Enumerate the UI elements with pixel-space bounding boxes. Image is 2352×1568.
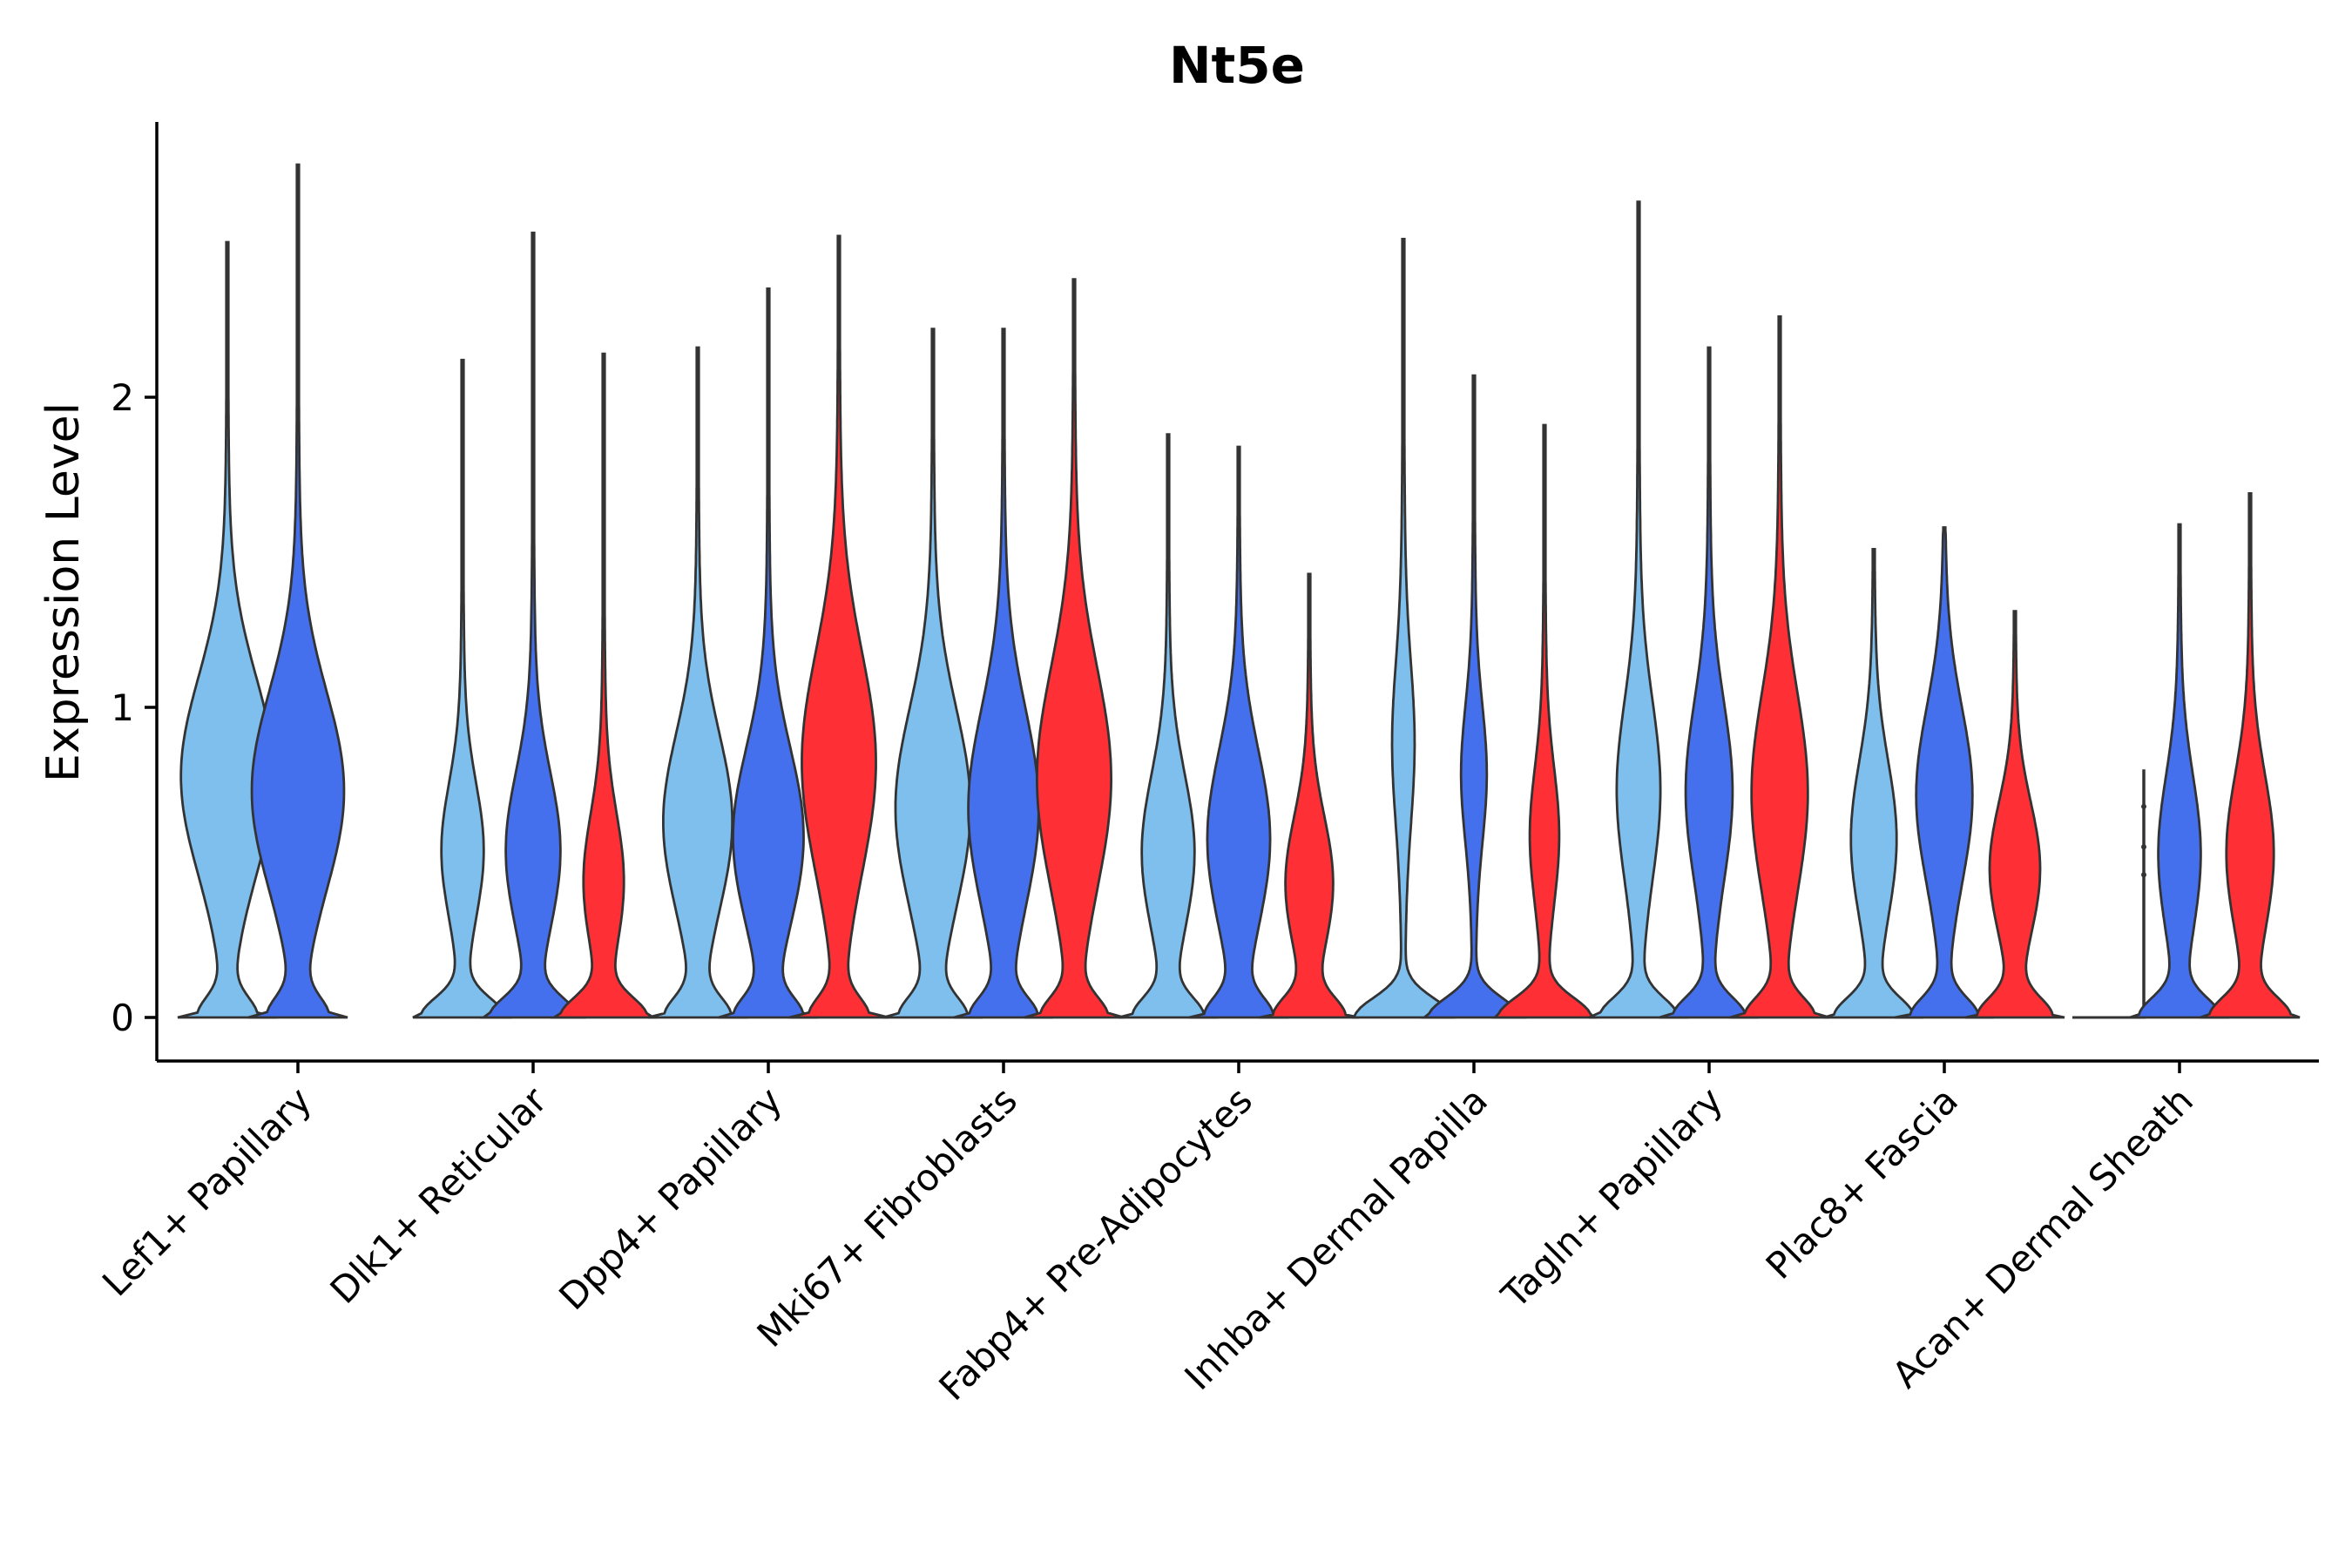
violin-dpp4-papillary-group-0 bbox=[647, 346, 748, 1019]
violin-fabp4-pre-adipocytes-group-1 bbox=[1188, 445, 1289, 1019]
violin-acan-dermal-sheath-group-0 bbox=[2072, 769, 2146, 1019]
violins-layer bbox=[177, 163, 2301, 1019]
x-tick-label-tagln-papillary: Tagln+ Papillary bbox=[1493, 1078, 1731, 1316]
x-tick-label-dpp4-papillary: Dpp4+ Papillary bbox=[551, 1078, 790, 1318]
violin-lef1-papillary-group-0 bbox=[177, 240, 278, 1019]
violin-tagln-papillary-group-2 bbox=[1729, 315, 1830, 1019]
violin-tagln-papillary-group-0 bbox=[1588, 200, 1689, 1019]
x-tick-label-plac8-fascia: Plac8+ Fascia bbox=[1758, 1078, 1966, 1287]
violin-dpp4-papillary-group-2 bbox=[788, 234, 889, 1019]
violin-plac8-fascia-group-1 bbox=[1894, 526, 1995, 1019]
violin-tagln-papillary-group-1 bbox=[1659, 346, 1760, 1019]
violin-fabp4-pre-adipocytes-group-0 bbox=[1118, 433, 1219, 1019]
violin-mki67-fibroblasts-group-0 bbox=[882, 328, 983, 1019]
violin-dpp4-papillary-group-1 bbox=[718, 287, 819, 1019]
violin-acan-dermal-sheath-group-1 bbox=[2129, 523, 2230, 1019]
violin-mki67-fibroblasts-group-2 bbox=[1024, 278, 1125, 1019]
violin-dlk1-reticular-group-0 bbox=[412, 358, 513, 1019]
violin-fabp4-pre-adipocytes-group-2 bbox=[1259, 572, 1360, 1019]
x-tick-label-mki67-fibroblasts: Mki67+ Fibroblasts bbox=[749, 1078, 1025, 1355]
x-tick-label-dlk1-reticular: Dlk1+ Reticular bbox=[322, 1078, 556, 1312]
violin-plac8-fascia-group-2 bbox=[1964, 610, 2065, 1019]
x-tick-label-lef1-papillary: Lef1+ Papillary bbox=[94, 1078, 320, 1304]
chart-title: Nt5e bbox=[1169, 36, 1305, 95]
violin-inhba-dermal-papilla-group-2 bbox=[1491, 423, 1598, 1019]
violin-mki67-fibroblasts-group-1 bbox=[953, 328, 1054, 1019]
violin-inhba-dermal-papilla-group-1 bbox=[1421, 374, 1527, 1019]
violin-acan-dermal-sheath-group-2 bbox=[2200, 492, 2301, 1019]
y-axis-label: Expression Level bbox=[37, 402, 90, 782]
y-tick-label-1: 1 bbox=[111, 686, 134, 729]
y-tick-label-2: 2 bbox=[111, 376, 134, 419]
violin-dlk1-reticular-group-1 bbox=[479, 231, 587, 1019]
y-tick-label-0: 0 bbox=[111, 997, 134, 1039]
violin-lef1-papillary-group-1 bbox=[247, 163, 348, 1019]
violin-dlk1-reticular-group-2 bbox=[550, 352, 658, 1019]
violin-plac8-fascia-group-0 bbox=[1823, 548, 1924, 1019]
violin-inhba-dermal-papilla-group-0 bbox=[1351, 238, 1456, 1019]
